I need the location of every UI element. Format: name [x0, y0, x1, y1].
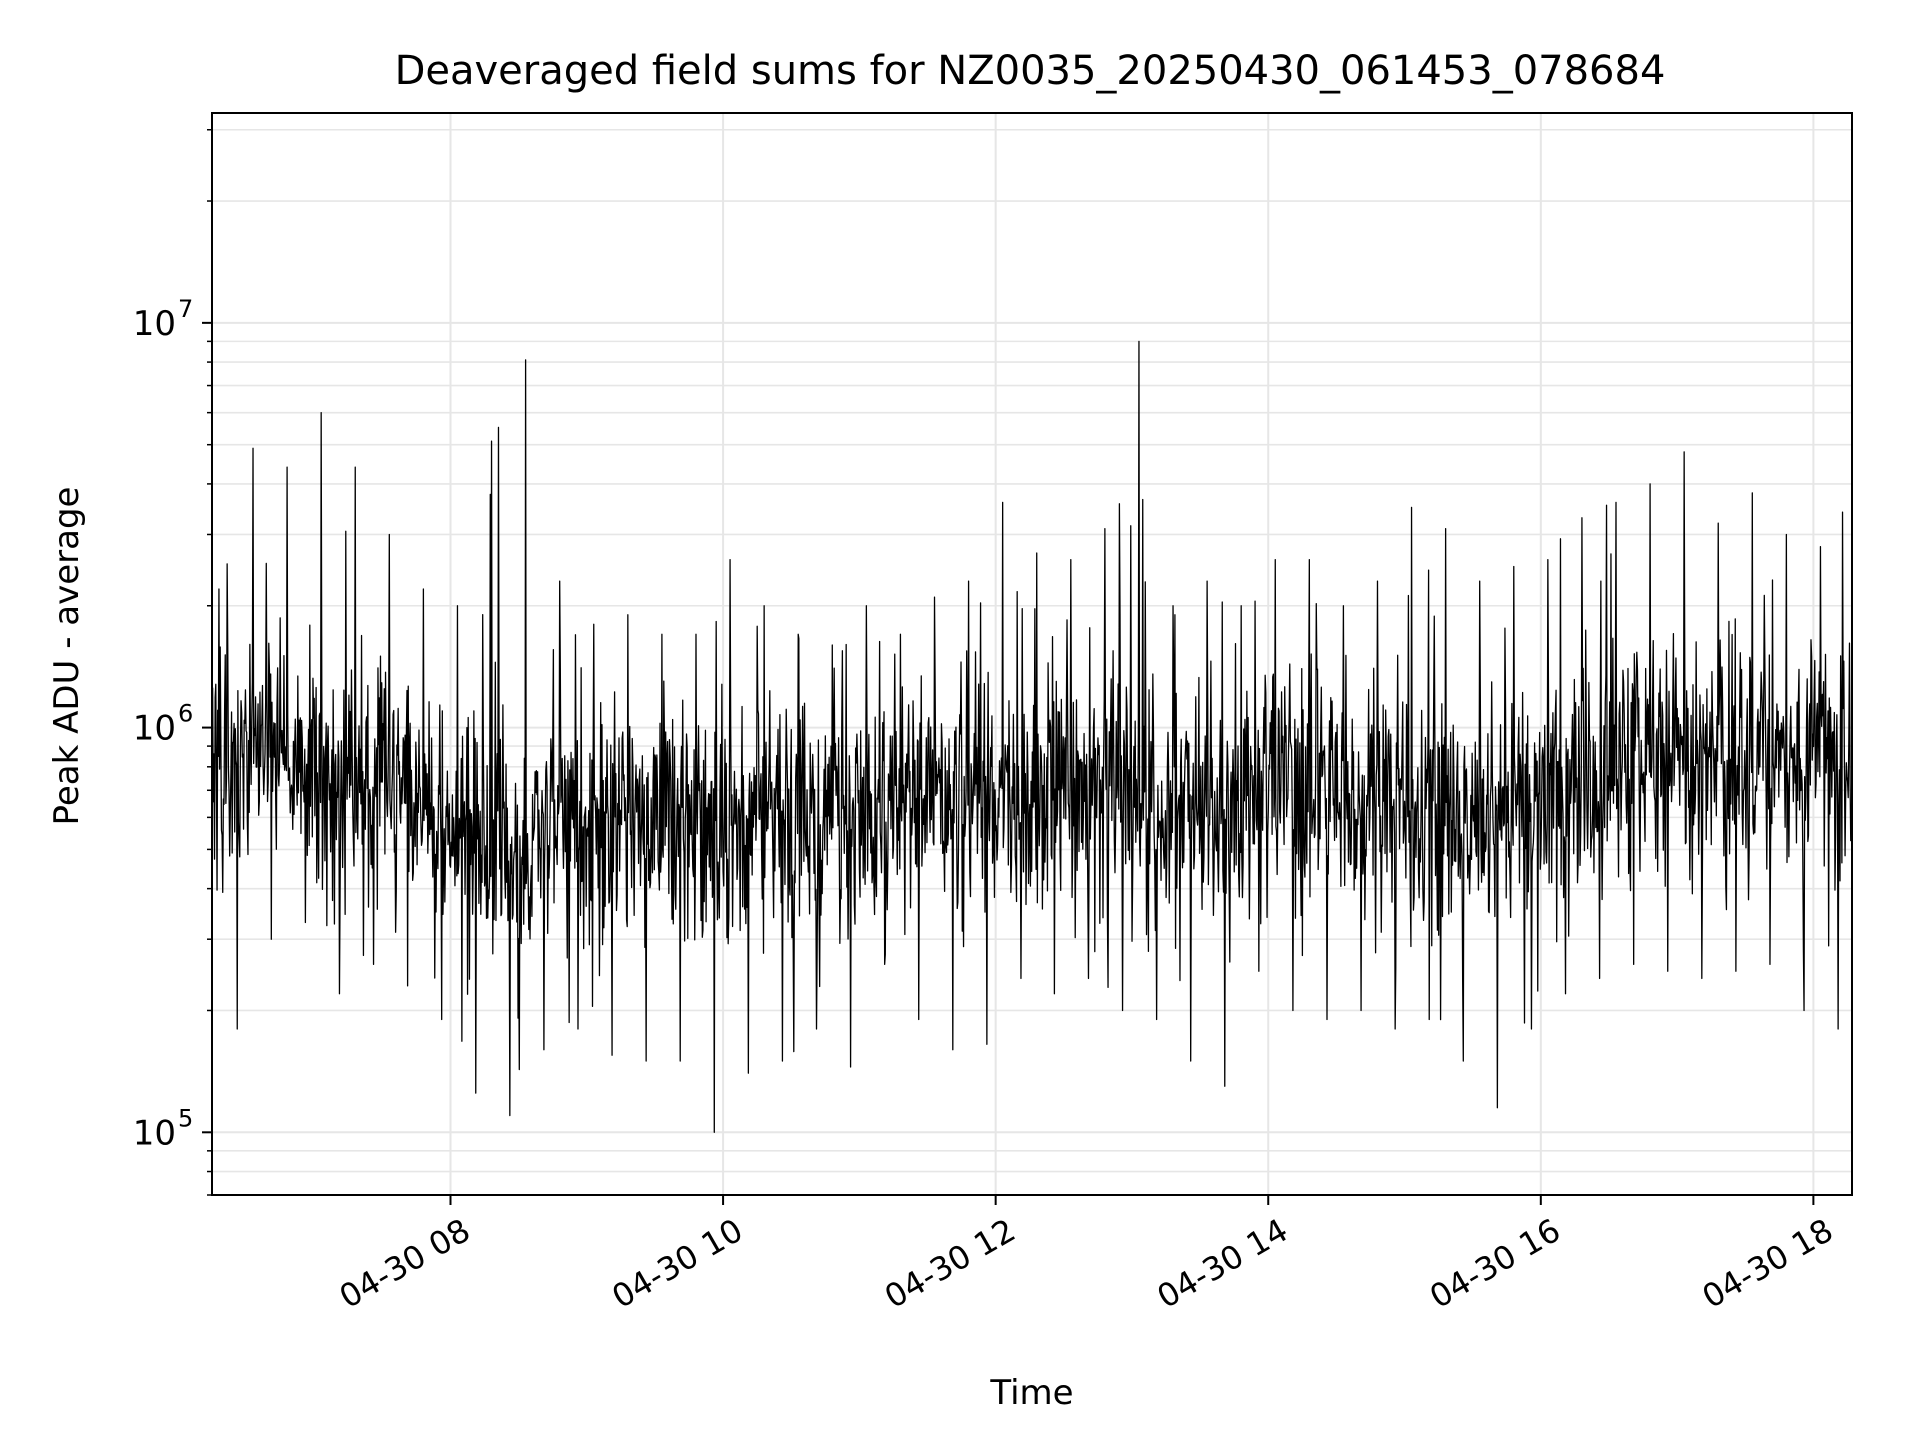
y-axis-label: Peak ADU - average — [47, 487, 87, 826]
y-tick-exponent: 6 — [178, 700, 193, 728]
y-tick-exponent: 5 — [178, 1104, 193, 1132]
y-tick-exponent: 7 — [178, 295, 193, 323]
chart-title: Deaveraged field sums for NZ0035_2025043… — [395, 48, 1666, 94]
plot-frame — [211, 112, 1853, 1196]
x-axis-label: Time — [989, 1373, 1073, 1413]
series-line — [211, 340, 1853, 1133]
series-lines — [211, 340, 1853, 1133]
y-tick-label: 10 — [133, 709, 176, 749]
y-tick-label: 10 — [133, 304, 176, 344]
y-tick-label: 10 — [133, 1113, 176, 1153]
